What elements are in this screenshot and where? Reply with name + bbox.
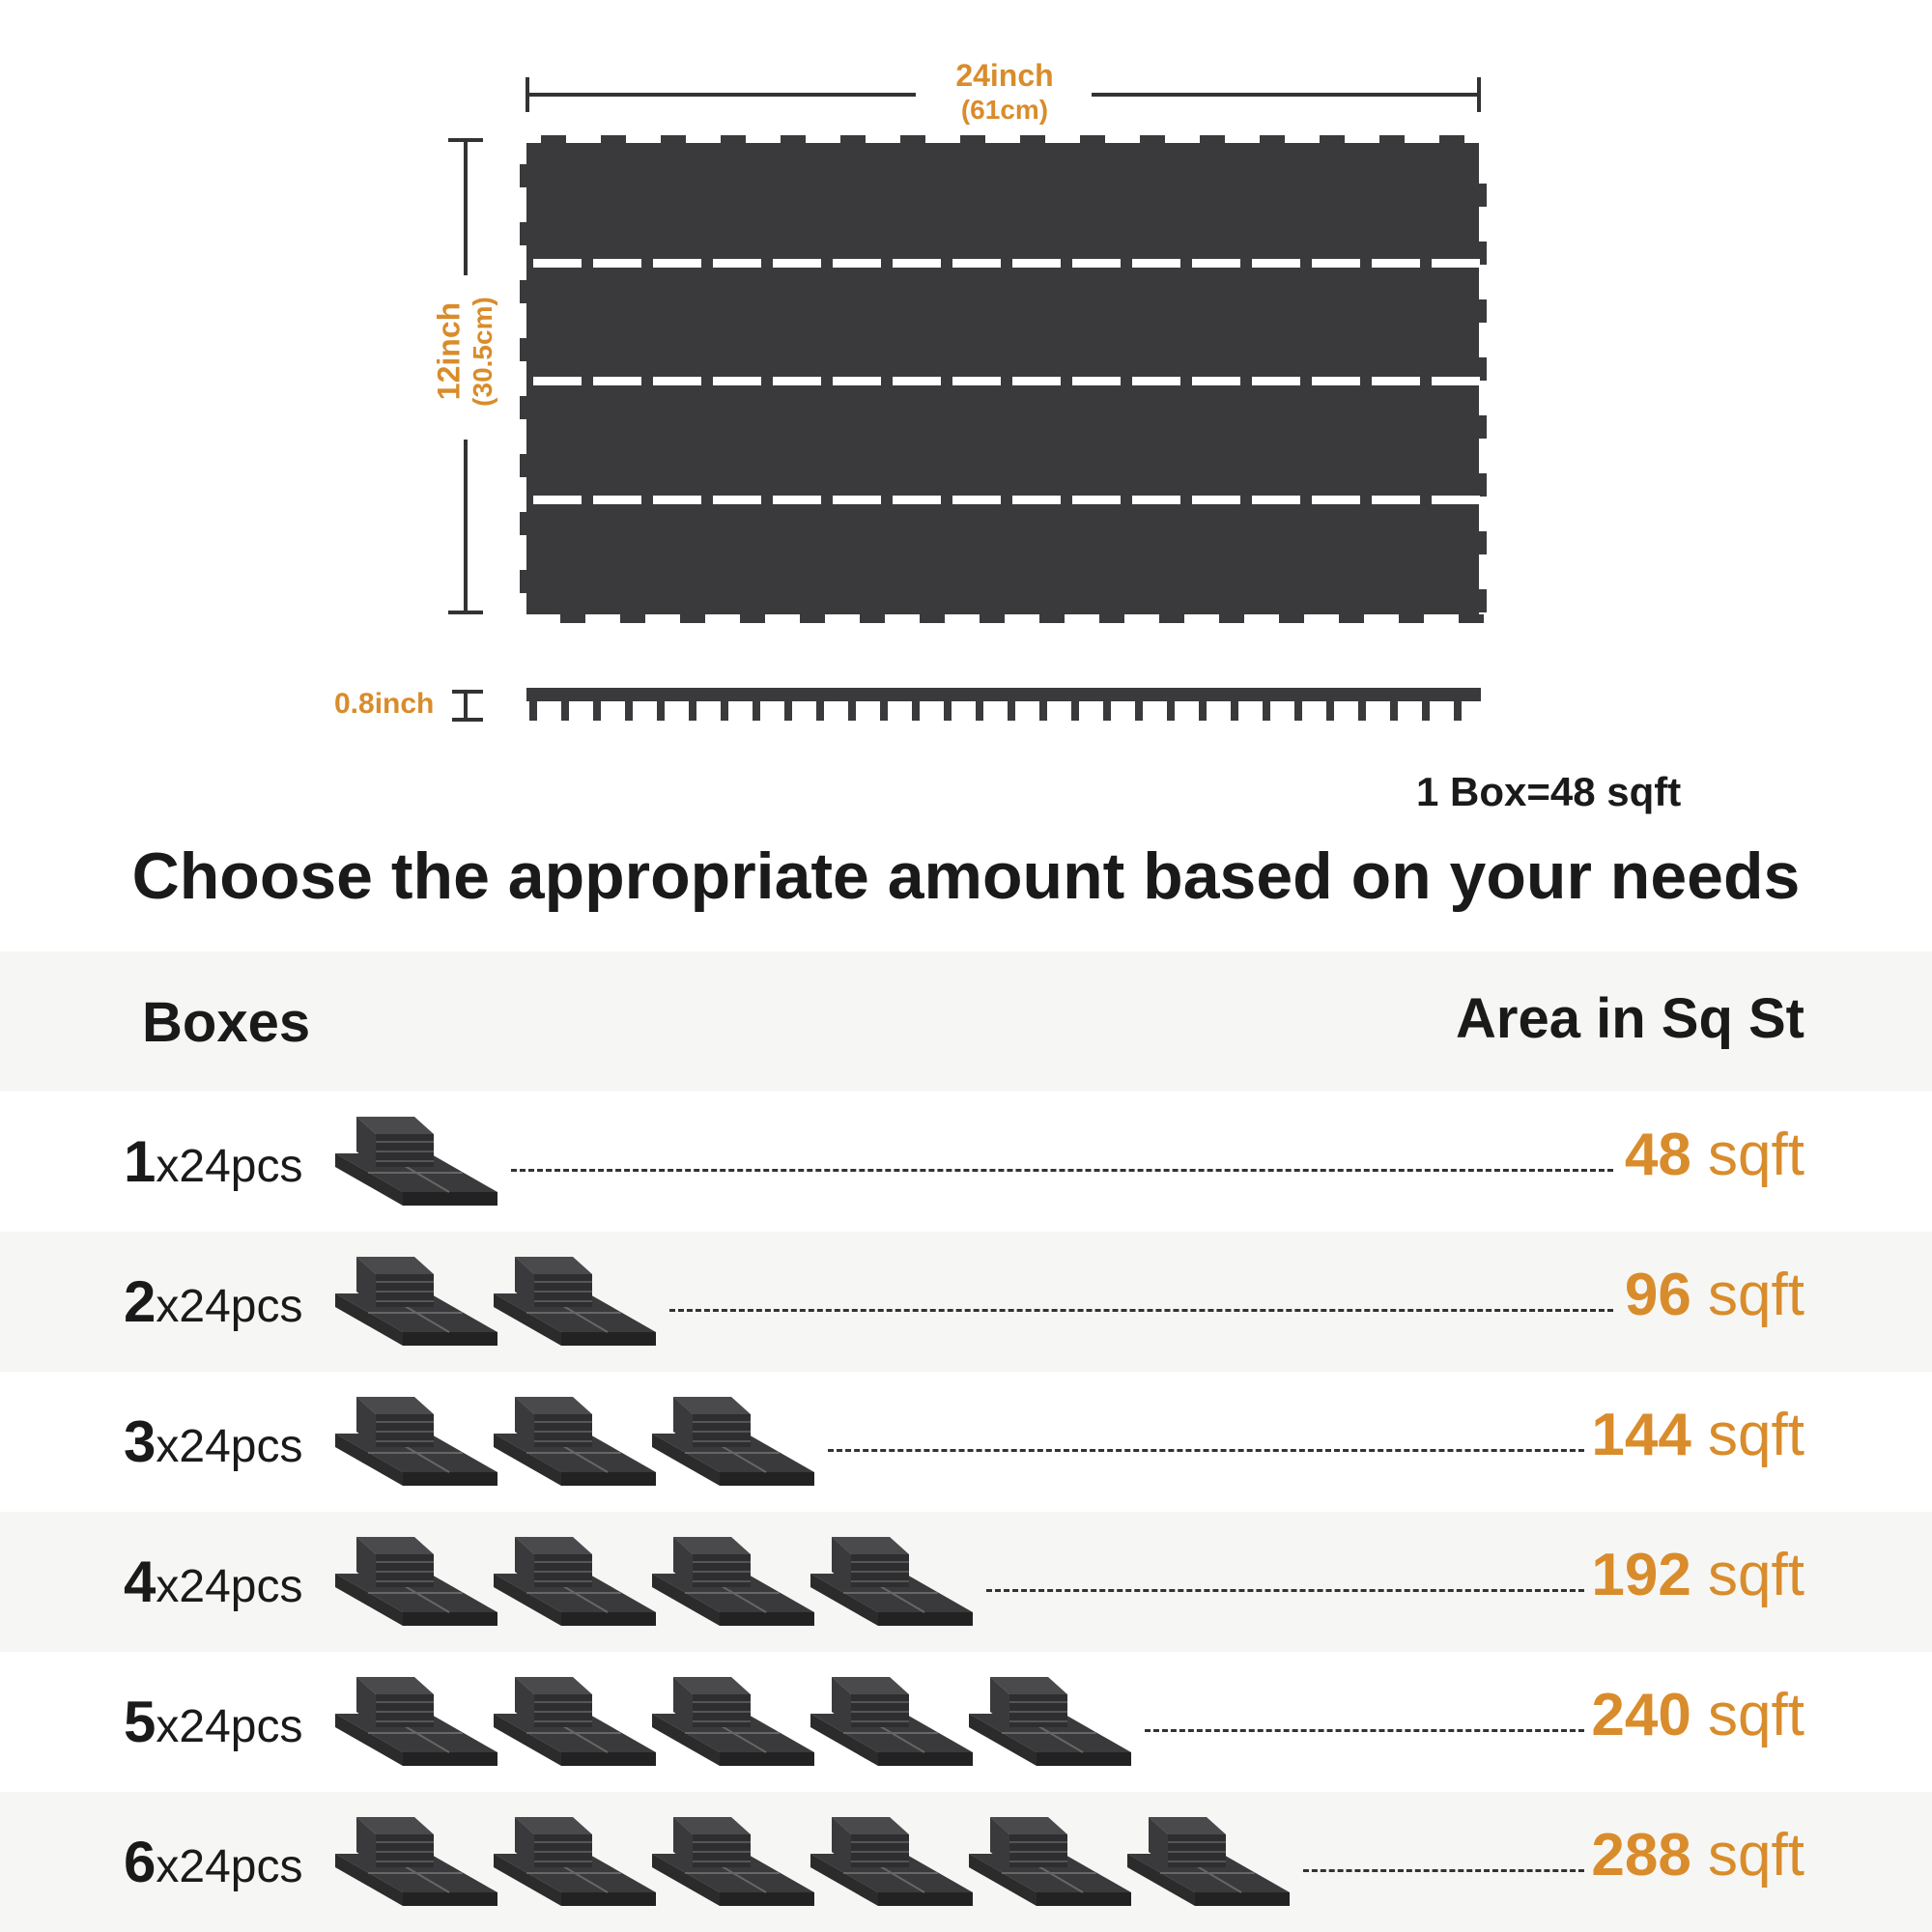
box-quantity: 2x24pcs bbox=[124, 1269, 303, 1334]
tile-box-icon bbox=[969, 1677, 1131, 1766]
thickness-dimension-line bbox=[452, 690, 483, 722]
box-coverage-note: 1 Box=48 sqft bbox=[1416, 769, 1682, 814]
tile-box-icon bbox=[652, 1817, 814, 1906]
tile-box-icon bbox=[494, 1397, 656, 1486]
tile-box-icon bbox=[652, 1397, 814, 1486]
tile-box-icon bbox=[335, 1537, 497, 1626]
tile-box-icon bbox=[494, 1817, 656, 1906]
table-row: 3x24pcs 144 sqft bbox=[0, 1372, 1932, 1512]
tile-dimension-diagram bbox=[448, 77, 1487, 722]
dotted-leader bbox=[828, 1449, 1584, 1452]
page-headline: Choose the appropriate amount based on y… bbox=[131, 839, 1801, 913]
thickness-label: 0.8inch bbox=[334, 688, 435, 720]
box-quantity: 1x24pcs bbox=[124, 1129, 303, 1194]
tile-box-icon bbox=[494, 1537, 656, 1626]
tile-box-icon bbox=[335, 1257, 497, 1346]
dotted-leader bbox=[511, 1169, 1613, 1172]
tile-box-icon bbox=[494, 1677, 656, 1766]
width-dimension-line bbox=[526, 77, 1481, 112]
box-quantity: 3x24pcs bbox=[124, 1409, 303, 1474]
area-value: 288 sqft bbox=[1591, 1822, 1804, 1889]
table-row: 6x24pcs 288 sqft bbox=[0, 1792, 1932, 1932]
dotted-leader bbox=[986, 1589, 1584, 1592]
tile-box-icon bbox=[969, 1817, 1131, 1906]
table-row: 4x24pcs 192 sqft bbox=[0, 1512, 1932, 1652]
box-quantity: 5x24pcs bbox=[124, 1690, 303, 1754]
tile-box-icon bbox=[335, 1117, 497, 1206]
height-dimension-line bbox=[448, 138, 483, 614]
box-quantity: 4x24pcs bbox=[124, 1549, 303, 1614]
tile-box-icon bbox=[810, 1677, 973, 1766]
width-label: 24inch bbox=[955, 58, 1054, 93]
table-header: Boxes Area in Sq St bbox=[0, 952, 1932, 1092]
height-metric-label: (30.5cm) bbox=[468, 297, 497, 407]
tile-box-icon bbox=[810, 1817, 973, 1906]
height-label: 12inch bbox=[431, 301, 467, 401]
tile-box-icon bbox=[335, 1677, 497, 1766]
deck-tile-side-view bbox=[526, 688, 1481, 721]
area-value: 240 sqft bbox=[1591, 1682, 1804, 1748]
tile-box-icon bbox=[652, 1677, 814, 1766]
column-header-boxes: Boxes bbox=[142, 991, 311, 1054]
tile-box-icon bbox=[335, 1397, 497, 1486]
table-row: 2x24pcs 96 sqft bbox=[0, 1232, 1932, 1372]
dotted-leader bbox=[669, 1309, 1613, 1312]
quantity-table: Boxes Area in Sq St 1x24pcs 48 sqft 2x24pc… bbox=[0, 952, 1932, 1932]
tile-box-icon bbox=[1127, 1817, 1290, 1906]
tile-box-icon bbox=[335, 1817, 497, 1906]
tile-box-icon bbox=[810, 1537, 973, 1626]
tile-box-icon bbox=[494, 1257, 656, 1346]
area-value: 96 sqft bbox=[1624, 1262, 1804, 1328]
dotted-leader bbox=[1303, 1869, 1584, 1872]
box-quantity: 6x24pcs bbox=[124, 1830, 303, 1894]
column-header-area: Area in Sq St bbox=[1456, 987, 1804, 1050]
tile-box-icon bbox=[652, 1537, 814, 1626]
width-metric-label: (61cm) bbox=[960, 95, 1049, 125]
dotted-leader bbox=[1145, 1729, 1584, 1732]
table-row: 5x24pcs 240 sqft bbox=[0, 1652, 1932, 1792]
area-value: 144 sqft bbox=[1591, 1402, 1804, 1468]
table-row: 1x24pcs 48 sqft bbox=[0, 1092, 1932, 1232]
deck-tile-top-view bbox=[520, 135, 1487, 623]
area-value: 48 sqft bbox=[1624, 1122, 1804, 1188]
area-value: 192 sqft bbox=[1591, 1542, 1804, 1608]
